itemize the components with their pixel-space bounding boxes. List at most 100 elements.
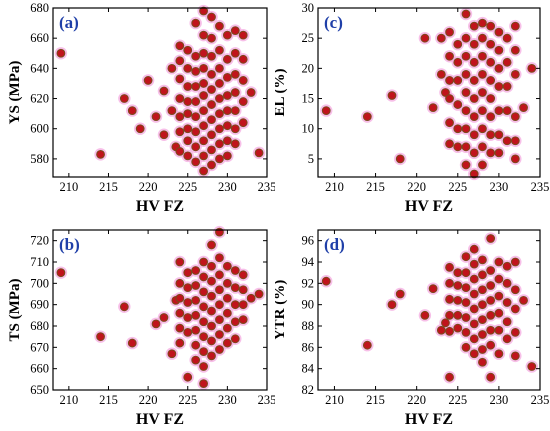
data-point: [510, 154, 520, 164]
data-point: [207, 306, 216, 316]
data-point: [215, 109, 224, 119]
data-point: [207, 12, 216, 22]
data-point: [230, 300, 240, 310]
data-point: [453, 57, 463, 67]
data-point: [254, 148, 264, 158]
data-point: [478, 300, 487, 310]
x-tick-label: 235: [258, 393, 275, 407]
data-point: [461, 268, 471, 278]
x-tick-label: 225: [178, 393, 197, 407]
data-point: [469, 94, 479, 103]
data-point: [159, 313, 169, 322]
x-tick-label: 235: [258, 180, 275, 194]
data-points: [321, 234, 537, 382]
data-point: [222, 151, 232, 161]
data-point: [96, 149, 105, 159]
data-point: [175, 278, 185, 288]
data-point: [461, 298, 471, 307]
data-point: [222, 323, 232, 333]
data-point: [199, 79, 208, 88]
data-point: [183, 313, 193, 322]
data-point: [238, 300, 248, 310]
data-point: [486, 39, 496, 49]
data-point: [215, 253, 224, 263]
data-point: [469, 319, 479, 329]
data-point: [453, 296, 463, 305]
data-point: [230, 283, 240, 292]
data-point: [56, 268, 66, 278]
data-point: [510, 351, 520, 361]
y-tick-label: 82: [302, 383, 315, 397]
data-point: [486, 94, 496, 103]
data-point: [183, 283, 193, 292]
data-point: [486, 281, 496, 290]
data-point: [502, 57, 512, 67]
data-point: [469, 274, 479, 284]
x-tick-label: 230: [218, 393, 237, 407]
data-point: [230, 26, 240, 36]
data-point: [183, 298, 193, 307]
y-tick-label: 680: [30, 319, 49, 333]
data-point: [207, 321, 216, 331]
y-tick-label: 10: [302, 122, 315, 136]
data-point: [478, 160, 487, 170]
data-point: [191, 157, 201, 167]
data-point: [445, 326, 454, 336]
data-point: [445, 51, 454, 61]
data-point: [199, 63, 208, 73]
x-tick-label: 215: [366, 180, 385, 194]
data-point: [96, 332, 105, 342]
data-point: [494, 325, 504, 335]
y-tick-label: 84: [302, 362, 315, 376]
x-axis-title: HV FZ: [136, 411, 184, 428]
data-point: [453, 268, 463, 278]
x-tick-label: 210: [325, 393, 344, 407]
data-point: [395, 154, 405, 164]
data-point: [395, 289, 405, 299]
data-point: [199, 272, 208, 282]
data-point: [478, 255, 487, 265]
y-tick-label: 710: [30, 255, 49, 269]
data-point: [453, 323, 463, 333]
data-point: [519, 103, 528, 112]
data-point: [321, 276, 331, 286]
plot-frame: [52, 229, 268, 391]
data-point: [494, 291, 504, 301]
scatter-panel-d: 210 215 220 225 230 235 82 84 86 88 90 92 94 96 HV FZ Y…: [275, 229, 550, 428]
data-point: [230, 334, 240, 344]
data-point: [238, 97, 248, 106]
data-point: [191, 127, 201, 137]
y-tick-label: 580: [30, 152, 49, 166]
data-point: [183, 268, 193, 278]
data-point: [428, 103, 438, 112]
data-point: [461, 342, 471, 352]
data-point: [486, 310, 496, 320]
x-tick-label: 235: [531, 180, 550, 194]
data-point: [502, 33, 512, 43]
data-point: [478, 285, 487, 295]
data-point: [445, 262, 454, 272]
data-point: [207, 145, 216, 155]
x-tick-label: 235: [531, 393, 550, 407]
data-point: [469, 349, 479, 359]
data-point: [199, 30, 208, 40]
data-point: [494, 349, 504, 359]
data-point: [175, 293, 185, 303]
data-point: [238, 76, 248, 85]
data-point: [478, 18, 487, 28]
data-point: [175, 112, 185, 122]
data-point: [191, 310, 201, 320]
data-point: [469, 112, 479, 122]
x-tick-label: 230: [218, 180, 237, 194]
data-point: [453, 76, 463, 85]
data-point: [199, 332, 208, 342]
data-point: [207, 160, 216, 170]
data-point: [478, 69, 487, 79]
data-point: [387, 91, 397, 100]
data-point: [445, 27, 454, 37]
data-point: [119, 94, 129, 103]
data-point: [191, 355, 201, 365]
data-point: [215, 300, 224, 310]
x-axis-title: HV FZ: [405, 198, 453, 215]
y-tick-label: 650: [30, 383, 49, 397]
